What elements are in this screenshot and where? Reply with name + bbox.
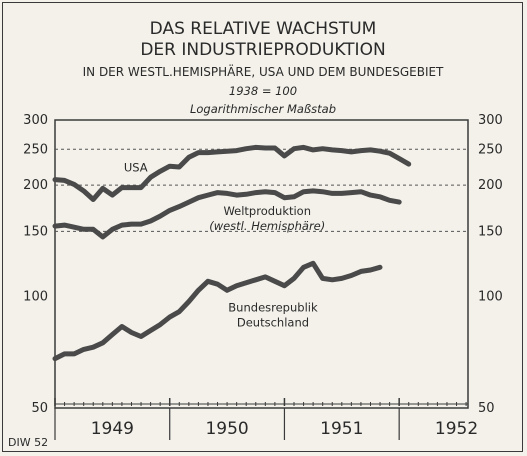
x-year-label: 1952 [435, 419, 478, 439]
y-tick-label-left: 50 [31, 401, 48, 416]
y-axis-right-labels: 300 250 200 150 100 50 [478, 113, 503, 416]
series-label-0: USA [124, 160, 148, 174]
y-tick-label-left: 200 [23, 178, 48, 193]
base-year-note: 1938 = 100 [229, 84, 297, 98]
y-tick-label-left: 250 [23, 142, 48, 157]
chart-subtitle: IN DER WESTL.HEMISPHÄRE, USA UND DEM BUN… [83, 64, 444, 79]
series-lines [55, 147, 409, 358]
scale-note: Logarithmischer Maßstab [190, 102, 336, 116]
y-tick-label-left: 100 [23, 290, 48, 305]
x-year-label: 1951 [320, 419, 363, 439]
y-tick-label-left: 150 [23, 224, 48, 239]
series-label-1: Weltproduktion [223, 204, 311, 218]
series-label-2: Deutschland [237, 316, 309, 330]
series-labels: USA Weltproduktion(westl. Hemisphäre) Bund… [124, 160, 325, 329]
y-tick-label-right: 250 [478, 142, 503, 157]
series-label-1: (westl. Hemisphäre) [209, 219, 325, 233]
axis-ticks [55, 398, 468, 406]
series-label-2: Bundesrepublik [228, 301, 318, 315]
y-tick-label-left: 300 [23, 113, 48, 128]
y-axis-left-labels: 300 250 200 150 100 50 [23, 113, 48, 416]
series-line-2 [55, 263, 380, 358]
y-tick-label-right: 300 [478, 113, 503, 128]
y-tick-label-right: 100 [478, 290, 503, 305]
y-tick-label-right: 150 [478, 224, 503, 239]
x-year-label: 1949 [91, 419, 134, 439]
x-year-label: 1950 [205, 419, 248, 439]
chart-title-line2: DER INDUSTRIEPRODUKTION [140, 40, 385, 60]
x-axis-year-labels: 1949 1950 1951 1952 [55, 408, 478, 440]
chart-title: DAS RELATIVE WACHSTUM [150, 19, 377, 39]
source-note: DIW 52 [8, 436, 48, 449]
y-tick-label-right: 50 [478, 401, 495, 416]
y-tick-label-right: 200 [478, 178, 503, 193]
